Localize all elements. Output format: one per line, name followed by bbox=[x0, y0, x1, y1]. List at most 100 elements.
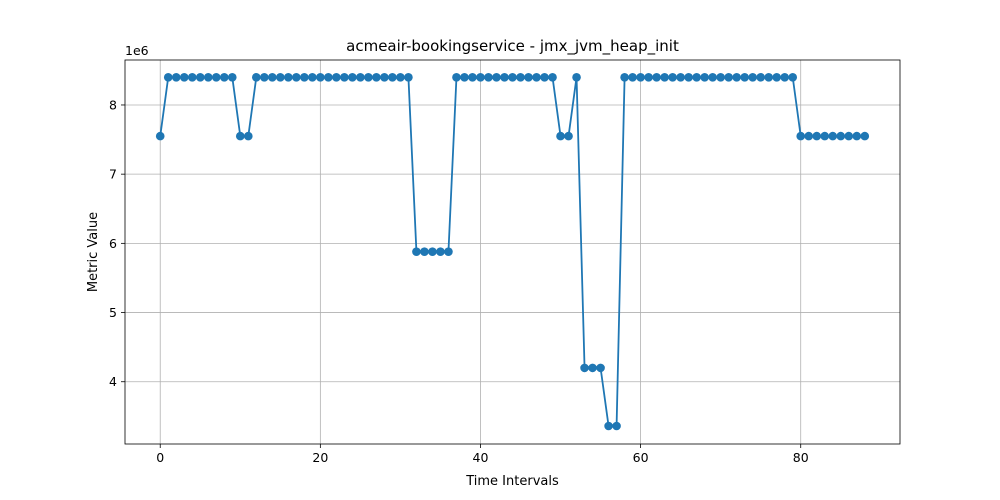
data-point bbox=[500, 73, 509, 82]
y-tick-label: 8 bbox=[109, 97, 117, 112]
data-point bbox=[740, 73, 749, 82]
data-point bbox=[700, 73, 709, 82]
data-point bbox=[492, 73, 501, 82]
data-point bbox=[820, 131, 830, 141]
data-point bbox=[468, 73, 477, 82]
x-tick-label: 20 bbox=[312, 450, 328, 465]
data-point bbox=[684, 73, 693, 82]
chart-title: acmeair-bookingservice - jmx_jvm_heap_in… bbox=[346, 37, 679, 56]
data-point bbox=[604, 421, 613, 431]
data-point bbox=[548, 73, 557, 82]
data-point bbox=[724, 73, 733, 82]
data-point bbox=[211, 73, 221, 82]
data-point bbox=[668, 73, 677, 82]
data-point bbox=[340, 73, 349, 82]
data-point bbox=[428, 247, 437, 256]
data-point bbox=[532, 73, 541, 82]
data-point bbox=[235, 131, 245, 141]
data-point bbox=[155, 131, 165, 141]
data-point bbox=[828, 131, 838, 141]
data-point bbox=[444, 247, 453, 256]
data-point bbox=[436, 247, 445, 256]
data-point bbox=[476, 73, 485, 82]
data-point bbox=[620, 73, 629, 82]
data-point bbox=[588, 363, 597, 373]
data-point bbox=[203, 73, 213, 82]
y-offset-label: 1e6 bbox=[125, 43, 149, 58]
y-tick-label: 7 bbox=[109, 167, 117, 182]
data-point bbox=[276, 73, 285, 82]
data-point bbox=[644, 73, 653, 82]
data-point bbox=[716, 73, 725, 82]
data-point bbox=[836, 131, 846, 141]
data-point bbox=[812, 131, 822, 141]
data-point bbox=[748, 73, 757, 82]
data-point bbox=[860, 131, 870, 141]
data-point bbox=[452, 73, 461, 82]
data-point bbox=[540, 73, 549, 82]
x-axis-label: Time Intervals bbox=[465, 474, 559, 489]
data-point bbox=[324, 73, 333, 82]
data-point bbox=[508, 73, 517, 82]
data-point bbox=[788, 73, 798, 82]
data-point bbox=[804, 131, 814, 141]
data-point bbox=[636, 73, 645, 82]
data-point bbox=[268, 73, 277, 82]
data-point bbox=[219, 73, 229, 82]
data-point bbox=[780, 73, 790, 82]
data-point bbox=[596, 363, 605, 373]
data-point bbox=[628, 73, 637, 82]
data-point bbox=[251, 73, 261, 82]
data-point bbox=[764, 73, 773, 82]
data-point bbox=[796, 131, 806, 141]
data-point bbox=[692, 73, 701, 82]
data-point bbox=[292, 73, 301, 82]
data-point bbox=[179, 73, 189, 82]
x-tick-label: 60 bbox=[633, 450, 649, 465]
data-point bbox=[556, 131, 565, 141]
data-point bbox=[676, 73, 685, 82]
data-point bbox=[171, 73, 181, 82]
data-point bbox=[163, 73, 173, 82]
data-point bbox=[484, 73, 493, 82]
data-point bbox=[187, 73, 197, 82]
data-point bbox=[396, 73, 405, 82]
data-point bbox=[260, 73, 269, 82]
data-point bbox=[388, 73, 397, 82]
y-tick-label: 4 bbox=[109, 374, 117, 389]
data-point bbox=[572, 73, 581, 82]
data-point bbox=[844, 131, 854, 141]
data-point bbox=[356, 73, 365, 82]
data-point bbox=[412, 247, 421, 256]
data-point bbox=[660, 73, 669, 82]
data-point bbox=[708, 73, 717, 82]
data-point bbox=[372, 73, 381, 82]
data-point bbox=[460, 73, 469, 82]
data-point bbox=[380, 73, 389, 82]
data-point bbox=[420, 247, 429, 256]
data-point bbox=[652, 73, 661, 82]
data-point bbox=[732, 73, 741, 82]
data-point bbox=[316, 73, 325, 82]
data-point bbox=[244, 131, 253, 141]
data-point bbox=[852, 131, 862, 141]
data-point bbox=[516, 73, 525, 82]
data-point bbox=[404, 73, 413, 82]
data-point bbox=[756, 73, 765, 82]
x-tick-label: 40 bbox=[473, 450, 489, 465]
y-axis-label: Metric Value bbox=[86, 212, 101, 292]
data-point bbox=[612, 421, 621, 431]
y-tick-label: 6 bbox=[109, 236, 117, 251]
data-point bbox=[564, 131, 573, 141]
data-point bbox=[300, 73, 309, 82]
plot-frame bbox=[124, 59, 901, 445]
data-point bbox=[364, 73, 373, 82]
grid bbox=[125, 60, 900, 444]
data-point bbox=[772, 73, 781, 82]
axes: 0 20 40 60 80 4 5 6 7 8 bbox=[109, 97, 809, 465]
series-line bbox=[159, 76, 865, 427]
data-point bbox=[524, 73, 533, 82]
data-point bbox=[580, 363, 589, 373]
data-point bbox=[348, 73, 357, 82]
